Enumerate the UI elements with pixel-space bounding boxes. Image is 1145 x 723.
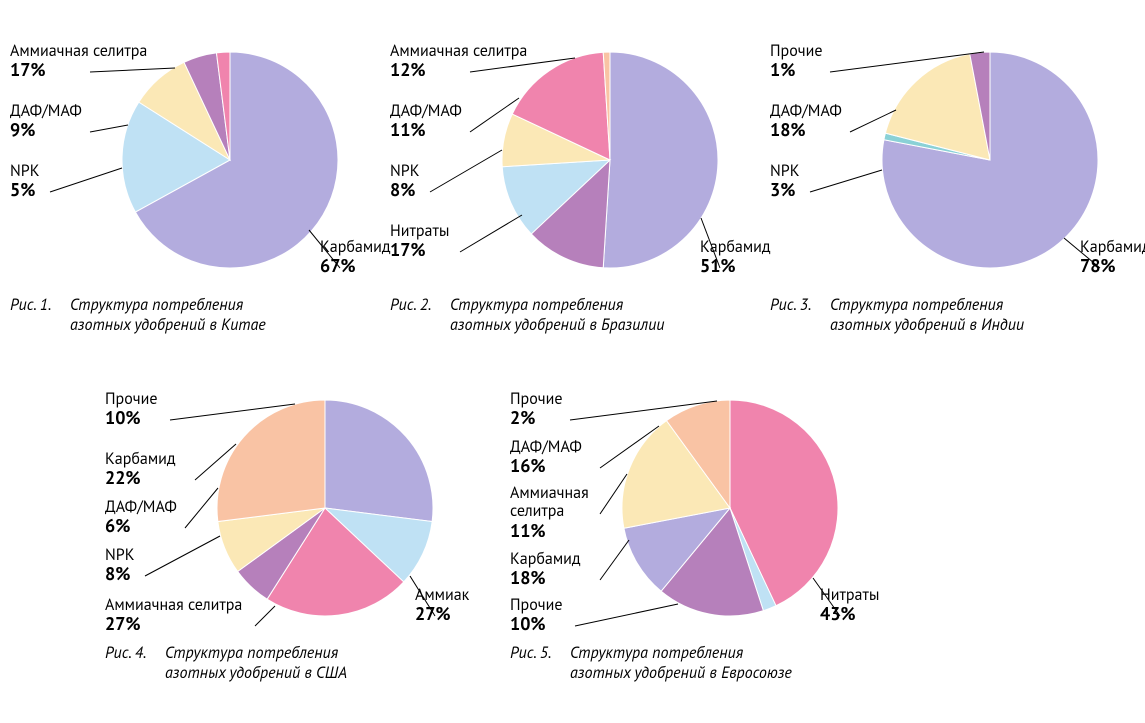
- page: Карбамид67%Аммиачная селитра17%ДАФ/МАФ9%…: [0, 0, 1145, 723]
- chart-brazil: Карбамид51%Аммиачная селитра12%ДАФ/МАФ11…: [380, 20, 765, 350]
- leader-line: [1064, 238, 1100, 268]
- chart-eu: Нитраты43%Прочие2%ДАФ/МАФ16%Аммиачнаясел…: [500, 368, 885, 698]
- leader-line: [575, 604, 678, 626]
- pie-slice: [217, 400, 325, 522]
- caption-text: Структура потребленияазотных удобрений в…: [570, 643, 792, 683]
- chart-caption: Рис. 2.Структура потребленияазотных удоб…: [390, 295, 664, 335]
- caption-text: Структура потребленияазотных удобрений в…: [70, 295, 266, 335]
- leader-line: [90, 68, 175, 72]
- leader-line: [90, 125, 128, 132]
- chart-caption: Рис. 3.Структура потребленияазотных удоб…: [770, 295, 1024, 335]
- leader-line: [810, 170, 882, 192]
- chart-india: Карбамид78%Прочие1%ДАФ/МАФ18%NPK3%Рис. 3…: [760, 20, 1145, 350]
- pie-slice: [325, 400, 433, 522]
- leader-line: [813, 578, 840, 616]
- caption-text: Структура потребленияазотных удобрений в…: [450, 295, 664, 335]
- leader-line: [600, 540, 629, 580]
- chart-usa: Аммиак27%Прочие10%Карбамид22%ДАФ/МАФ6%NP…: [95, 368, 480, 698]
- pie-slice: [603, 52, 718, 268]
- leader-line: [255, 606, 275, 626]
- chart-caption: Рис. 1.Структура потребленияазотных удоб…: [10, 295, 266, 335]
- leader-line: [50, 168, 122, 192]
- figure-number: Рис. 1.: [10, 295, 70, 315]
- leader-line: [185, 488, 218, 528]
- figure-number: Рис. 5.: [510, 643, 570, 663]
- leader-line: [410, 576, 435, 616]
- leader-line: [309, 230, 340, 268]
- caption-text: Структура потребленияазотных удобрений в…: [165, 643, 347, 683]
- figure-number: Рис. 2.: [390, 295, 450, 315]
- leader-line: [701, 218, 720, 268]
- leader-line: [460, 215, 522, 252]
- figure-number: Рис. 4.: [105, 643, 165, 663]
- chart-caption: Рис. 4.Структура потребленияазотных удоб…: [105, 643, 347, 683]
- chart-caption: Рис. 5.Структура потребленияазотных удоб…: [510, 643, 792, 683]
- caption-text: Структура потребленияазотных удобрений в…: [830, 295, 1024, 335]
- leader-line: [430, 150, 502, 192]
- leader-line: [145, 536, 220, 576]
- chart-china: Карбамид67%Аммиачная селитра17%ДАФ/МАФ9%…: [0, 20, 385, 350]
- figure-number: Рис. 3.: [770, 295, 830, 315]
